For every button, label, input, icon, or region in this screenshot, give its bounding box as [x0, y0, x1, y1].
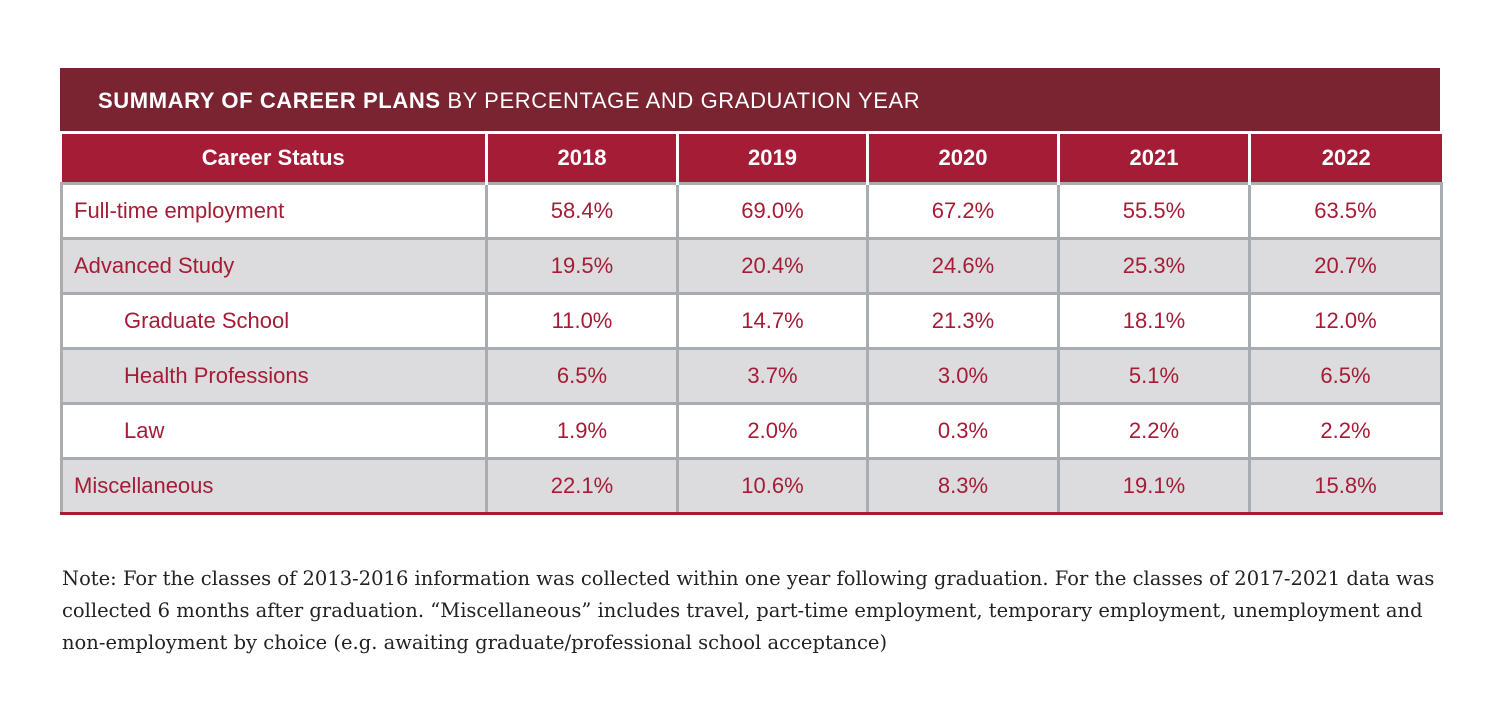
header-year: 2020	[866, 134, 1059, 184]
header-year: 2018	[485, 134, 678, 184]
cell-value: 22.1%	[485, 457, 679, 515]
row-label: Law	[60, 402, 488, 460]
title-rest: BY PERCENTAGE AND GRADUATION YEAR	[440, 88, 921, 113]
header-year: 2019	[676, 134, 868, 184]
cell-value: 11.0%	[485, 292, 679, 350]
cell-value: 1.9%	[485, 402, 679, 460]
cell-value: 10.6%	[676, 457, 869, 515]
table-row: Graduate School 11.0% 14.7% 21.3% 18.1% 12.0%	[60, 292, 1443, 350]
cell-value: 20.7%	[1248, 237, 1443, 295]
cell-value: 67.2%	[866, 182, 1060, 240]
career-plans-table: Career Status 2018 2019 2020 2021 2022 F…	[60, 134, 1443, 515]
row-label: Health Professions	[60, 347, 488, 405]
cell-value: 14.7%	[676, 292, 869, 350]
cell-value: 8.3%	[866, 457, 1060, 515]
row-label: Graduate School	[60, 292, 488, 350]
cell-value: 2.0%	[676, 402, 869, 460]
cell-value: 6.5%	[485, 347, 679, 405]
table-row: Law 1.9% 2.0% 0.3% 2.2% 2.2%	[60, 402, 1443, 460]
header-year: 2022	[1248, 134, 1442, 184]
cell-value: 63.5%	[1248, 182, 1443, 240]
cell-value: 58.4%	[485, 182, 679, 240]
cell-value: 25.3%	[1057, 237, 1251, 295]
cell-value: 24.6%	[866, 237, 1060, 295]
header-year: 2021	[1057, 134, 1250, 184]
table-row: Miscellaneous 22.1% 10.6% 8.3% 19.1% 15.8%	[60, 457, 1443, 515]
cell-value: 5.1%	[1057, 347, 1251, 405]
cell-value: 55.5%	[1057, 182, 1251, 240]
title-bold: SUMMARY OF CAREER PLANS	[98, 88, 441, 113]
cell-value: 21.3%	[866, 292, 1060, 350]
cell-value: 0.3%	[866, 402, 1060, 460]
cell-value: 19.1%	[1057, 457, 1251, 515]
table-row: Full-time employment 58.4% 69.0% 67.2% 55.5%…	[60, 182, 1443, 240]
table-title: SUMMARY OF CAREER PLANS BY PERCENTAGE AN…	[60, 68, 1440, 131]
table-row: Health Professions 6.5% 3.7% 3.0% 5.1% 6.5%	[60, 347, 1443, 405]
footnote: Note: For the classes of 2013-2016 infor…	[62, 567, 1435, 654]
cell-value: 2.2%	[1057, 402, 1251, 460]
cell-value: 69.0%	[676, 182, 869, 240]
cell-value: 19.5%	[485, 237, 679, 295]
cell-value: 3.7%	[676, 347, 869, 405]
cell-value: 3.0%	[866, 347, 1060, 405]
cell-value: 20.4%	[676, 237, 869, 295]
header-row: Career Status 2018 2019 2020 2021 2022	[61, 134, 1442, 184]
cell-value: 18.1%	[1057, 292, 1251, 350]
cell-value: 6.5%	[1248, 347, 1443, 405]
cell-value: 12.0%	[1248, 292, 1443, 350]
header-career-status: Career Status	[61, 134, 487, 184]
row-label: Advanced Study	[60, 237, 488, 295]
row-label: Miscellaneous	[60, 457, 488, 515]
row-label: Full-time employment	[60, 182, 488, 240]
table-row: Advanced Study 19.5% 20.4% 24.6% 25.3% 20.7%	[60, 237, 1443, 295]
cell-value: 15.8%	[1248, 457, 1443, 515]
cell-value: 2.2%	[1248, 402, 1443, 460]
